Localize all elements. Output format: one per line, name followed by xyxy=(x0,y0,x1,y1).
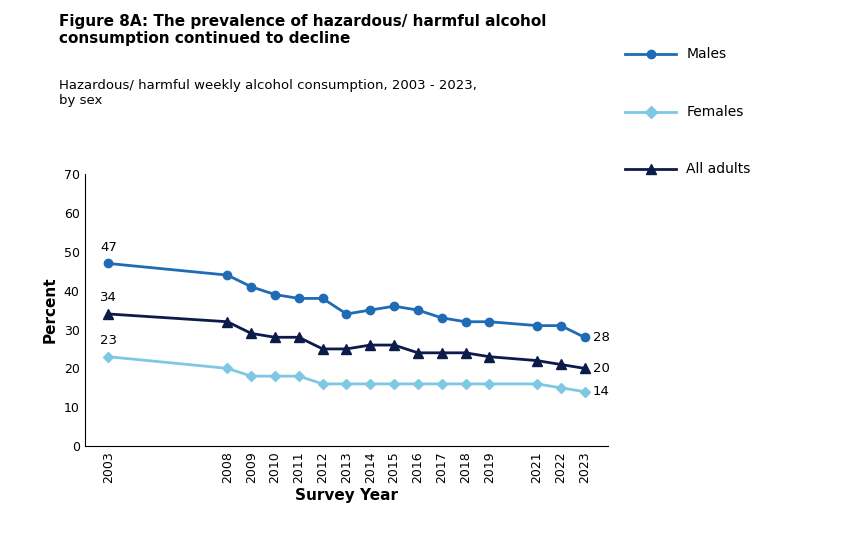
X-axis label: Survey Year: Survey Year xyxy=(295,489,398,503)
Females xyxy=(484,381,494,387)
Females xyxy=(388,381,398,387)
Text: All adults: All adults xyxy=(685,162,749,176)
All adults xyxy=(413,350,423,356)
Text: Hazardous/ harmful weekly alcohol consumption, 2003 - 2023,
by sex: Hazardous/ harmful weekly alcohol consum… xyxy=(59,79,477,107)
Text: 47: 47 xyxy=(100,241,116,254)
Males xyxy=(365,307,375,313)
Females xyxy=(579,388,589,395)
All adults xyxy=(436,350,446,356)
All adults xyxy=(222,318,232,325)
Text: 20: 20 xyxy=(592,362,609,375)
Males xyxy=(460,318,470,325)
Text: Females: Females xyxy=(685,104,743,119)
All adults xyxy=(103,311,113,317)
All adults xyxy=(294,334,304,341)
Females xyxy=(555,385,565,391)
All adults xyxy=(269,334,279,341)
All adults xyxy=(579,365,589,372)
Males xyxy=(269,291,279,298)
Males xyxy=(413,307,423,313)
Males xyxy=(436,314,446,321)
Females xyxy=(246,373,256,379)
Line: All adults: All adults xyxy=(103,309,589,373)
Females xyxy=(365,381,375,387)
Text: 14: 14 xyxy=(592,385,609,398)
All adults xyxy=(246,330,256,337)
Males xyxy=(341,311,351,317)
All adults xyxy=(460,350,470,356)
All adults xyxy=(341,345,351,352)
All adults xyxy=(484,354,494,360)
Males xyxy=(317,295,327,302)
Females xyxy=(222,365,232,372)
All adults xyxy=(317,345,327,352)
Females xyxy=(269,373,279,379)
All adults xyxy=(531,357,541,364)
Males xyxy=(103,260,113,267)
Females xyxy=(341,381,351,387)
Males xyxy=(531,323,541,329)
Males xyxy=(222,272,232,279)
Text: Figure 8A: The prevalence of hazardous/ harmful alcohol
consumption continued to: Figure 8A: The prevalence of hazardous/ … xyxy=(59,14,546,46)
Females xyxy=(294,373,304,379)
Males xyxy=(294,295,304,302)
Males xyxy=(484,318,494,325)
Text: 34: 34 xyxy=(100,291,116,304)
Females xyxy=(103,354,113,360)
Line: Females: Females xyxy=(105,353,587,395)
All adults xyxy=(365,342,375,348)
Females xyxy=(460,381,470,387)
Females xyxy=(531,381,541,387)
All adults xyxy=(555,361,565,368)
Females xyxy=(317,381,327,387)
Females xyxy=(436,381,446,387)
Line: Males: Males xyxy=(104,259,588,342)
Males xyxy=(579,334,589,341)
All adults xyxy=(388,342,398,348)
Text: Males: Males xyxy=(685,47,725,61)
Females xyxy=(413,381,423,387)
Males xyxy=(388,303,398,310)
Text: 28: 28 xyxy=(592,331,609,344)
Males xyxy=(555,323,565,329)
Males xyxy=(246,283,256,290)
Y-axis label: Percent: Percent xyxy=(43,277,58,343)
Text: 23: 23 xyxy=(100,334,116,347)
